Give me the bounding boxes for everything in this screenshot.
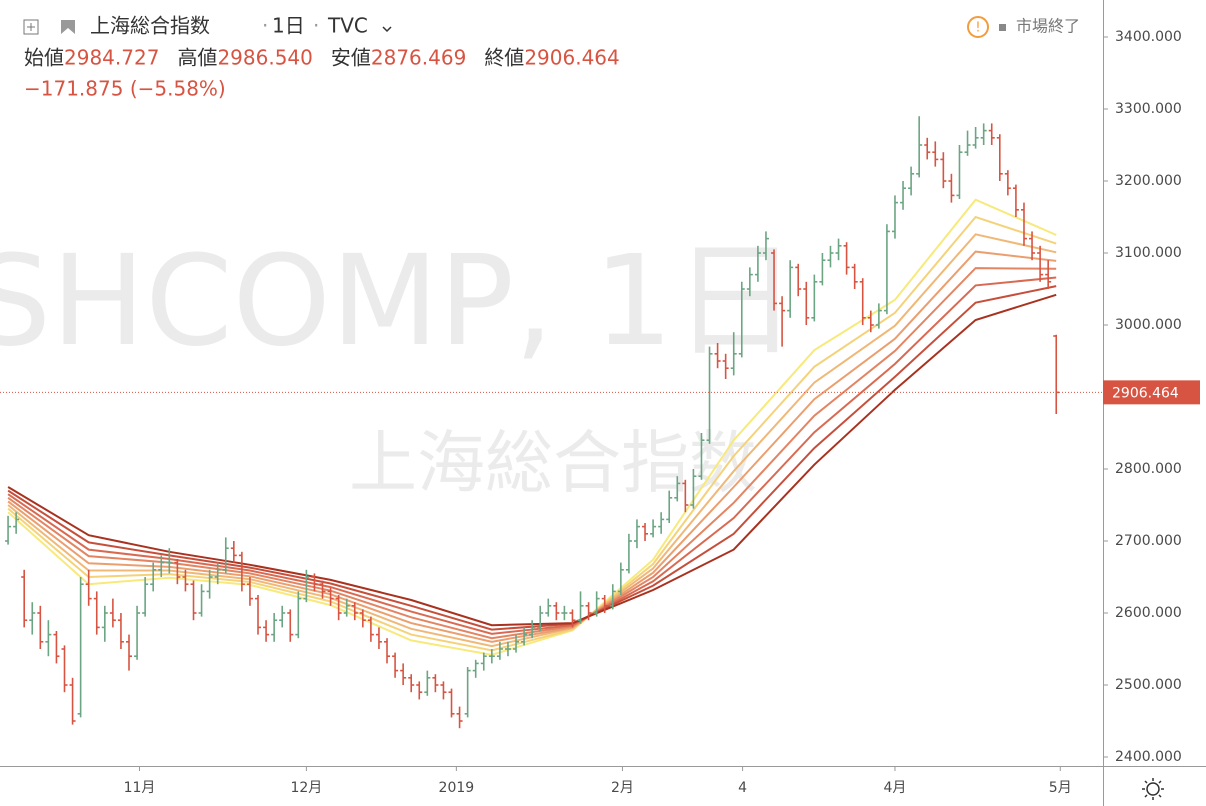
status-dot xyxy=(999,24,1006,31)
y-tick-label: 2500.000 xyxy=(1115,677,1182,693)
header-label: 安値 xyxy=(331,46,371,70)
header-label: 終値 xyxy=(484,46,524,70)
plot xyxy=(0,116,1103,729)
last-price-label: 2906.464 xyxy=(1112,385,1179,401)
header-label: 始値 xyxy=(24,46,64,70)
y-tick-label: 3200.000 xyxy=(1115,173,1182,189)
x-tick-label: 12月 xyxy=(290,780,322,796)
x-tick-label: 4 xyxy=(738,780,747,796)
collapse-icon[interactable] xyxy=(23,19,39,35)
moving-average xyxy=(7,198,1057,656)
status-icon[interactable] xyxy=(967,16,989,38)
separator: · xyxy=(313,14,319,38)
y-tick-label: 2600.000 xyxy=(1115,605,1182,621)
symbol-name[interactable]: 上海総合指数 xyxy=(90,14,210,38)
x-tick-label: 2019 xyxy=(439,780,475,796)
source[interactable]: TVC xyxy=(327,14,368,38)
header-label: 高値 xyxy=(177,46,217,70)
y-tick-label: 2700.000 xyxy=(1115,533,1182,549)
header-value: 2876.469 xyxy=(371,46,466,70)
header-value: 2906.464 xyxy=(524,46,619,70)
market-status: 市場終了 xyxy=(1016,17,1080,36)
x-tick-label: 11月 xyxy=(124,780,156,796)
separator: · xyxy=(262,14,268,38)
dropdown-icon[interactable] xyxy=(382,26,392,33)
y-tick-label: 3300.000 xyxy=(1115,101,1182,117)
moving-average xyxy=(7,215,1057,652)
flag-icon[interactable] xyxy=(61,20,75,34)
y-tick-label: 3400.000 xyxy=(1115,29,1182,45)
y-tick-label: 3000.000 xyxy=(1115,317,1182,333)
header-value: 2984.727 xyxy=(64,46,159,70)
change: −171.875 (−5.58%) xyxy=(24,77,226,101)
plus xyxy=(27,23,35,31)
ohlc-header: 始値 2984.727 高値 2986.540 安値 2876.469 終値 2906.464 xyxy=(24,46,620,70)
watermark: SHCOMP, 1日 xyxy=(0,229,798,374)
status-mark: ! xyxy=(975,21,980,36)
x-tick-label: 5月 xyxy=(1049,780,1072,796)
last-price-tag xyxy=(1103,380,1200,405)
y-tick-label: 2400.000 xyxy=(1115,749,1182,765)
y-tick-label: 2800.000 xyxy=(1115,461,1182,477)
interval[interactable]: 1日 xyxy=(272,14,305,38)
settings-icon[interactable] xyxy=(1142,778,1164,800)
y-tick-label: 3100.000 xyxy=(1115,245,1182,261)
header-value: 2986.540 xyxy=(217,46,312,70)
x-tick-label: 2月 xyxy=(611,780,634,796)
x-tick-label: 4月 xyxy=(884,780,907,796)
watermark-sub: 上海総合指数 xyxy=(349,425,757,504)
